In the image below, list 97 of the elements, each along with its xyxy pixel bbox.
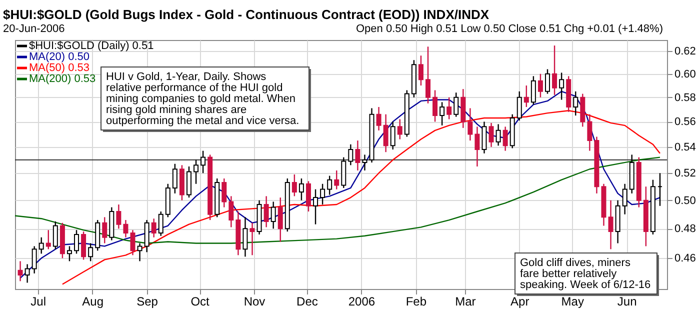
candlestick [313,188,318,225]
y-tick-label: 0.54 [674,141,696,154]
x-tick-label: Jun [617,294,637,308]
candlestick [81,230,86,260]
candlestick [292,174,297,197]
candlestick [24,264,30,284]
candlestick [608,200,614,250]
x-tick-label: Apr [510,294,530,308]
candlestick [66,246,72,262]
y-tick-label: 0.60 [674,68,696,80]
y-tick-label: 0.56 [674,116,696,128]
candlestick [158,210,164,237]
candlestick [144,219,150,253]
x-tick-label: Sep [136,294,158,308]
x-tick-label: Aug [82,294,104,308]
candlestick [348,144,354,166]
candlestick [544,68,550,94]
y-tick-label: 0.48 [674,223,696,236]
x-tick-label: Jul [30,294,46,308]
candlestick [242,216,248,258]
candlestick [573,90,578,116]
candlestick [46,229,51,250]
candlestick [516,90,522,122]
x-tick-label: Nov [244,294,266,308]
candlestick [355,140,360,172]
candlestick [327,175,332,196]
legend-label: MA(20) 0.50 [29,51,90,63]
candlestick [559,72,564,100]
candlestick [446,96,452,120]
legend-label: MA(200) 0.53 [29,73,96,85]
candlestick [425,46,430,104]
candlestick [306,180,311,212]
candlestick [474,126,480,168]
annotation: Gold cliff dives, miners fare better relatively speaking. Week of 6/12-16 [520,257,651,291]
candlestick [454,92,459,118]
candlestick [74,229,80,254]
line-series [14,156,661,244]
candlestick [32,246,37,274]
candlestick [222,178,227,208]
candlestick [38,236,44,254]
y-tick-label: 0.46 [674,252,696,265]
candlestick [320,183,326,206]
x-tick-label: Feb [406,294,427,308]
y-tick-label: 0.62 [674,46,696,58]
candlestick [440,102,445,126]
x-tick-label: 2006 [348,294,376,308]
text: Open 0.50 High 0.51 Low 0.50 Close 0.51 Chg +0.01 (+1.48%) [356,23,663,35]
candlestick [383,114,388,153]
candlestick [102,216,108,244]
candlestick [397,118,402,140]
candlestick [172,163,178,194]
candlestick [496,124,501,146]
legend-label: $HUI:$GOLD (Daily) 0.51 [29,40,154,52]
x-tick-label: Mar [455,294,476,308]
candlestick [530,76,536,106]
candlestick [88,242,94,262]
candlestick [298,178,304,201]
candlestick [264,196,269,228]
candlestick [376,106,382,132]
candlestick [130,229,136,256]
candlestick [538,73,543,98]
y-tick-label: 0.58 [674,92,696,104]
y-tick-label: 0.52 [674,168,696,180]
candlestick [502,126,508,152]
legend-label: MA(50) 0.53 [29,62,90,74]
candlestick [278,196,283,242]
candlestick [194,159,199,184]
candlestick [488,122,494,148]
candlestick [587,114,592,152]
candlestick [151,218,156,238]
x-tick-label: Oct [190,294,210,308]
candlestick [432,90,438,122]
candlestick [418,54,424,86]
candlestick [334,170,340,190]
candlestick [524,84,529,108]
candlestick [137,242,142,262]
x-tick-label: May [561,294,584,308]
candlestick [362,154,368,172]
candlestick [186,166,192,198]
candlestick [116,204,122,230]
candlestick [552,44,558,96]
candlestick [250,222,255,256]
candlestick [228,196,234,228]
candlestick [123,219,128,238]
annotation: HUI v Gold, 1-Year, Daily. Shows relative performance of the HUI gold mining companies to gold metal. When rising gold mining shares are outperforming the metal and vice versa. [106,71,300,127]
candlestick [482,121,487,154]
candlestick [390,121,396,150]
chart-title: $HUI:$GOLD (Gold Bugs Index - Gold - Continuous Contract (EOD)) INDX/INDX [3,7,490,22]
candlestick [52,220,58,250]
y-tick-label: 0.50 [674,194,696,207]
candlestick [270,201,276,230]
candlestick [622,183,628,215]
x-tick-label: Dec [296,294,318,308]
candlestick [200,150,206,174]
candlestick [468,108,473,142]
chart-subtitle: 20-Jun-2006 [3,23,65,35]
candlestick [18,260,23,282]
